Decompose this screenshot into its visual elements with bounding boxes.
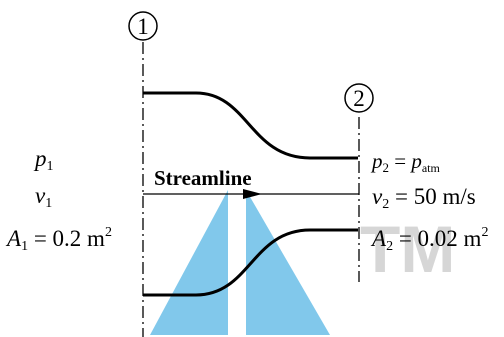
a2-label: A2 = 0.02 m2 [370, 225, 488, 254]
watermark-text: TM [360, 212, 455, 286]
v1-label: v1 [35, 183, 52, 211]
a1-label: A1 = 0.2 m2 [5, 225, 112, 254]
watermark-logo: TM [150, 190, 455, 335]
nozzle-lower-wall [143, 228, 358, 297]
station-marker-1: 1 [128, 11, 158, 41]
p2-label: p2 = patm [370, 149, 441, 175]
streamline-arrow-icon [243, 189, 262, 199]
nozzle-upper-wall [143, 91, 358, 160]
p1-label: p1 [33, 146, 54, 174]
station-1-label: 1 [137, 14, 149, 39]
v2-label: v2 = 50 m/s [372, 184, 476, 212]
station-marker-2: 2 [344, 83, 374, 113]
streamline-label: Streamline [154, 166, 252, 190]
station-2-label: 2 [353, 86, 365, 111]
